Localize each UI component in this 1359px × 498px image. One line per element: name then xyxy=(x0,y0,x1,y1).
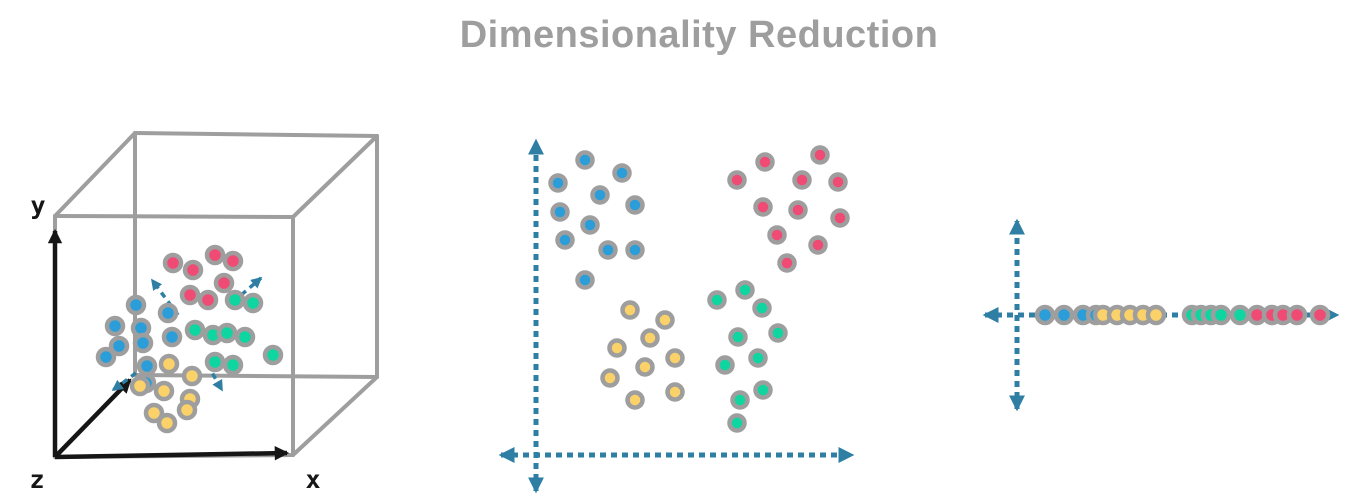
data-point-yellow xyxy=(176,399,198,421)
data-point-green xyxy=(715,355,735,375)
axis-arrow-z xyxy=(53,378,132,459)
data-point-yellow xyxy=(625,390,645,410)
data-point-red xyxy=(204,244,226,266)
data-point-red xyxy=(1309,304,1331,326)
data-point-green xyxy=(727,413,747,433)
data-point-red xyxy=(808,235,828,255)
data-point-green xyxy=(216,322,238,344)
data-point-green xyxy=(728,327,748,347)
data-point-blue xyxy=(157,302,179,324)
data-point-red xyxy=(788,200,808,220)
data-point-red xyxy=(755,152,775,172)
data-point-blue xyxy=(575,270,595,290)
projection-arrow xyxy=(111,371,138,392)
projection-arrow xyxy=(150,278,180,317)
data-point-yellow xyxy=(143,402,165,424)
data-point-green xyxy=(753,380,773,400)
data-point-red xyxy=(213,272,235,294)
data-point-green xyxy=(224,289,246,311)
data-point-red xyxy=(182,259,204,281)
data-point-blue xyxy=(575,150,595,170)
data-point-blue xyxy=(612,163,632,183)
data-point-blue xyxy=(548,173,568,193)
scatter-points-1d xyxy=(1034,304,1331,326)
data-point-yellow xyxy=(620,300,640,320)
data-point-blue xyxy=(598,240,618,260)
data-point-red xyxy=(162,252,184,274)
data-point-blue xyxy=(580,215,600,235)
data-point-green xyxy=(242,292,264,314)
data-point-green xyxy=(730,390,750,410)
scatter-points-2d xyxy=(548,145,850,433)
data-point-yellow xyxy=(1145,304,1167,326)
data-point-red xyxy=(179,284,201,306)
data-point-yellow xyxy=(156,412,178,434)
data-point-yellow xyxy=(607,338,627,358)
data-point-red xyxy=(830,208,850,228)
data-point-red xyxy=(828,172,848,192)
cube-edge xyxy=(291,375,379,457)
data-point-red xyxy=(777,253,797,273)
data-point-green xyxy=(748,348,768,368)
data-point-green xyxy=(735,280,755,300)
data-point-blue xyxy=(104,315,126,337)
data-point-blue xyxy=(555,230,575,250)
data-point-green xyxy=(222,354,244,376)
data-point-green xyxy=(234,326,256,348)
axis-arrow-x xyxy=(54,446,290,461)
data-point-green xyxy=(262,344,284,366)
data-point-red xyxy=(197,289,219,311)
data-point-green xyxy=(707,290,727,310)
data-point-yellow xyxy=(158,353,180,375)
data-point-blue xyxy=(125,294,147,316)
data-point-green xyxy=(204,351,226,373)
data-point-blue xyxy=(132,332,154,354)
data-point-yellow xyxy=(181,365,203,387)
data-point-yellow xyxy=(129,375,151,397)
data-point-blue xyxy=(1053,304,1075,326)
figure-title: Dimensionality Reduction xyxy=(459,14,939,56)
data-point-red xyxy=(810,145,830,165)
data-point-red xyxy=(753,197,773,217)
data-point-blue xyxy=(590,185,610,205)
cube-edge xyxy=(53,131,137,218)
scatter-points-3d xyxy=(95,244,284,434)
data-point-yellow xyxy=(665,382,685,402)
data-point-yellow xyxy=(655,310,675,330)
data-point-blue xyxy=(108,335,130,357)
data-point-blue xyxy=(550,202,570,222)
axis-label-y: y xyxy=(30,191,45,220)
data-point-red xyxy=(222,250,244,272)
data-point-green xyxy=(752,298,772,318)
data-point-blue xyxy=(161,326,183,348)
xyz-axes xyxy=(47,228,290,461)
data-point-green xyxy=(1210,304,1232,326)
cube-edge xyxy=(53,214,295,219)
axis-label-z: z xyxy=(29,465,44,494)
cube-edge xyxy=(133,131,379,138)
data-point-red xyxy=(1286,304,1308,326)
dashed-axes-2d xyxy=(498,138,855,494)
data-point-yellow xyxy=(600,368,620,388)
data-point-blue xyxy=(625,195,645,215)
axis-label-x: x xyxy=(305,465,320,494)
data-point-blue xyxy=(625,240,645,260)
data-point-red xyxy=(767,225,787,245)
data-point-green xyxy=(1229,304,1251,326)
data-point-red xyxy=(792,170,812,190)
data-point-yellow xyxy=(153,380,175,402)
data-point-yellow xyxy=(635,357,655,377)
data-point-green xyxy=(768,323,788,343)
data-point-yellow xyxy=(665,348,685,368)
cube-edge xyxy=(133,373,379,379)
data-point-blue xyxy=(136,355,158,377)
cube-edge xyxy=(291,134,379,219)
data-point-blue xyxy=(1034,304,1056,326)
data-point-yellow xyxy=(640,328,660,348)
data-point-blue xyxy=(95,346,117,368)
data-point-green xyxy=(184,319,206,341)
data-point-red xyxy=(727,170,747,190)
